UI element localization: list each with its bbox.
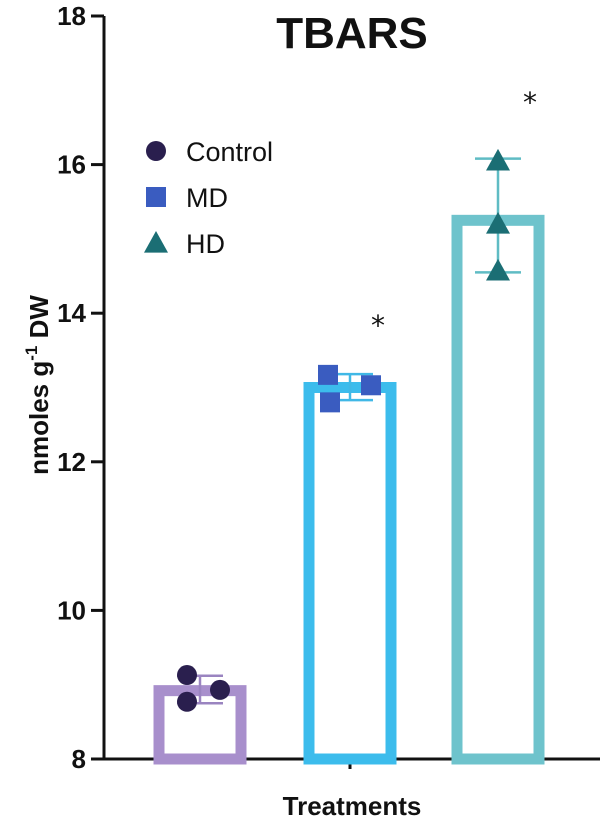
bar-md xyxy=(303,382,397,765)
data-point-md xyxy=(361,375,381,396)
chart-title: TBARS xyxy=(276,9,428,58)
y-tick-label: 12 xyxy=(57,447,86,477)
bars xyxy=(153,214,545,765)
data-point-control xyxy=(177,665,197,686)
y-tick-label: 16 xyxy=(57,150,86,180)
data-point-hd xyxy=(486,258,510,281)
legend-label-control: Control xyxy=(186,137,273,167)
legend-label-hd: HD xyxy=(186,229,225,259)
data-point-hd xyxy=(486,148,510,171)
significance-star: * xyxy=(371,309,385,342)
error-bars xyxy=(177,157,521,705)
y-axis-label-unit: DW xyxy=(24,295,54,346)
data-points xyxy=(177,148,510,712)
legend-label-md: MD xyxy=(186,183,228,213)
legend-marker-control xyxy=(146,141,166,161)
y-axis-label-text: nmoles g xyxy=(24,361,54,475)
y-axis-label: nmoles g-1 DW xyxy=(22,295,54,475)
y-axis-label-superscript: -1 xyxy=(22,346,41,361)
y-tick-label: 14 xyxy=(57,298,86,328)
y-tick-label: 10 xyxy=(57,595,86,625)
legend-marker-md xyxy=(146,187,166,207)
significance-star: * xyxy=(523,86,537,119)
y-tick-label: 8 xyxy=(72,744,86,774)
legend-marker-hd xyxy=(144,231,168,253)
legend: Control MD HD xyxy=(144,137,273,259)
data-point-control xyxy=(177,691,197,712)
data-point-hd xyxy=(486,212,510,234)
bar-hd xyxy=(451,214,545,765)
x-axis-label: Treatments xyxy=(283,791,422,821)
data-point-md xyxy=(320,392,340,413)
data-point-control xyxy=(210,679,230,700)
y-tick-label: 18 xyxy=(57,1,86,31)
significance-markers: ** xyxy=(371,86,537,342)
data-point-md xyxy=(318,364,338,385)
